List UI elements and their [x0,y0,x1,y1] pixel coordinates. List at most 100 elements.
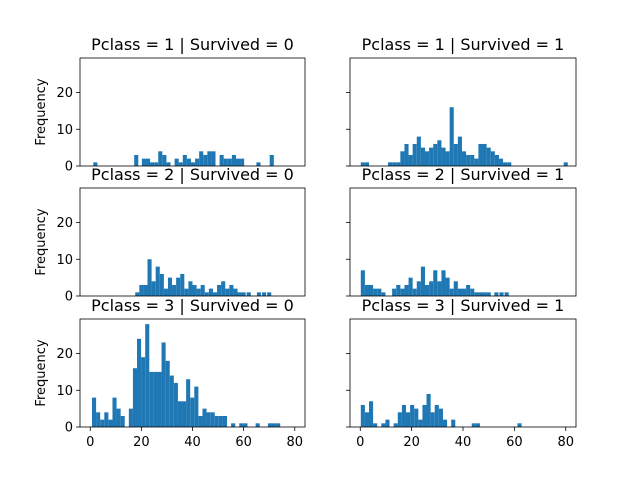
histogram-bar [212,292,218,296]
histogram-bar [227,158,232,166]
histogram-bar [404,143,409,166]
histogram-bar [154,162,159,166]
histogram-bar [202,408,207,427]
histogram-bar [256,162,261,166]
histogram-bar [474,158,479,166]
histogram-bar [478,143,483,166]
histogram-bar [157,371,162,427]
histogram-bar [494,292,499,296]
histogram-bar [137,338,142,427]
histogram-bar [233,288,238,296]
histogram-bar [377,288,382,296]
histogram-bar [466,284,471,296]
histogram-bar [433,143,438,166]
histogram-bar [235,158,241,166]
y-tick-label: 10 [56,123,73,138]
histogram-bar [219,154,224,166]
histogram-bar [150,162,155,166]
histogram-bar [461,151,467,166]
histogram-bar [461,288,467,296]
histogram-bar [184,288,189,296]
histogram-bar [243,423,248,427]
panel-3: 0 10 20 Frequency Pclass = 2 | Survived = 0 [34,165,306,305]
axes-frame [349,187,577,297]
panel-2: Pclass = 1 | Survived = 1 [346,35,577,167]
histogram-bar [412,143,417,166]
y-axis-label: Frequency [34,208,49,275]
panel-4: Pclass = 2 | Survived = 1 [346,165,577,297]
histogram-bar [190,162,196,166]
histogram-bar [188,281,193,296]
histogram-bar [410,404,415,427]
y-tick-label: 20 [56,216,73,231]
histogram-bar [466,154,471,166]
histogram-bar [222,415,228,427]
histogram-bar [166,162,171,166]
histogram-bar [507,162,512,166]
histogram-bar [445,151,450,166]
histogram-bar [437,281,442,296]
histogram-bar [192,284,197,296]
histogram-bar [176,277,181,296]
histogram-bar [498,158,504,166]
histogram-bar [388,162,393,166]
histogram-bar [120,415,125,427]
histogram-bar [385,419,390,427]
histogram-bar [453,281,458,296]
histogram-bar [471,423,476,427]
histogram-bar [225,288,230,296]
histogram-bar [162,154,167,166]
histogram-bar [149,371,154,427]
histogram-bar [426,393,431,427]
histogram-bar [442,419,448,427]
histogram-bar [396,162,401,166]
y-tick-label: 0 [65,160,73,175]
panel-title: Pclass = 3 | Survived = 0 [91,296,294,315]
histogram-bar [143,284,148,296]
histogram-bar [141,158,146,166]
panel-6: 0 20 40 60 80 Pclass = 3 | Survived = 1 [346,296,577,450]
histogram-bar [486,292,491,296]
histogram-bar [408,154,413,166]
y-tick-label: 10 [56,253,73,268]
histogram-bar [211,151,216,166]
histogram-bar [145,158,151,166]
panel-title: Pclass = 1 | Survived = 1 [362,35,565,54]
histogram-bar [208,288,213,296]
histogram-bar [457,136,462,166]
histogram-bar [453,143,458,166]
histogram-bar [400,151,405,166]
histogram-bar [393,423,398,427]
histogram-bar [269,154,274,166]
x-tick-label: 0 [86,435,94,450]
histogram-bar [441,147,446,166]
histogram-bar [563,162,568,166]
histogram-bar [412,288,417,296]
y-tick-label: 0 [65,421,73,436]
x-tick-label: 40 [184,435,201,450]
histogram-bar [108,419,113,427]
histogram-bar [490,151,495,166]
histogram-bar [449,107,454,166]
histogram-bar [420,266,425,296]
histogram-bar [449,288,454,296]
histogram-bar [204,292,209,296]
histogram-bar [438,408,443,427]
histogram-bar [151,281,156,296]
histogram-bar [429,281,434,296]
y-tick-label: 20 [56,86,73,101]
histogram-bar [408,277,413,296]
histogram-bar [221,281,226,296]
histogram-bar [416,281,421,296]
histogram-bar [276,423,281,427]
histogram-bar [475,423,480,427]
histogram-bar [416,136,421,166]
histogram-bar [169,375,174,427]
histogram-bar [241,292,246,296]
axes-frame [79,187,306,297]
histogram-bar [178,162,183,166]
histogram-bar [400,288,405,296]
histogram-bar [424,151,430,166]
